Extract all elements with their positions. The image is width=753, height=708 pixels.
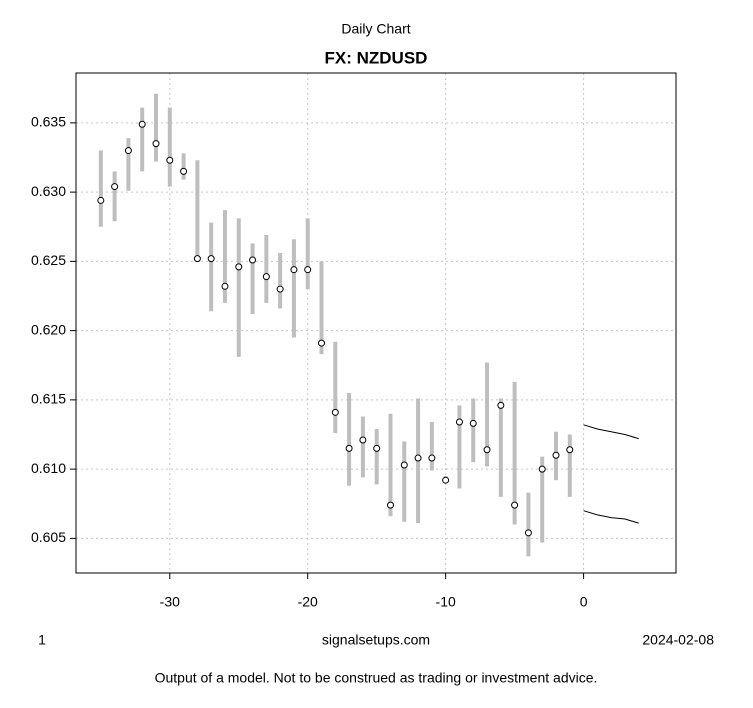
y-tick-label: 0.620: [31, 321, 66, 337]
forecast-lower: [583, 510, 639, 524]
close-point: [318, 339, 326, 347]
close-point: [345, 444, 353, 452]
x-tick-label: -20: [298, 594, 318, 610]
y-tick-label: 0.635: [31, 114, 66, 130]
close-point: [111, 183, 119, 191]
x-tick-label: 0: [580, 594, 588, 610]
close-point: [511, 501, 519, 509]
x-tick-label: -10: [436, 594, 456, 610]
close-point: [538, 465, 546, 473]
footer-left: 1: [38, 632, 46, 648]
close-point: [249, 256, 257, 264]
close-point: [207, 255, 215, 263]
close-point: [331, 408, 339, 416]
y-tick-label: 0.615: [31, 391, 66, 407]
close-point: [524, 529, 532, 537]
forecast-upper: [583, 424, 639, 440]
close-point: [138, 120, 146, 128]
close-point: [180, 167, 188, 175]
close-point: [497, 401, 505, 409]
close-point: [152, 140, 160, 148]
close-point: [235, 263, 243, 271]
close-point: [442, 476, 450, 484]
y-tick-label: 0.625: [31, 252, 66, 268]
close-point: [290, 266, 298, 274]
close-point: [400, 461, 408, 469]
y-tick-label: 0.610: [31, 460, 66, 476]
close-point: [386, 501, 394, 509]
close-point: [552, 451, 560, 459]
footer-note: Output of a model. Not to be construed a…: [155, 670, 598, 686]
x-tick-label: -30: [160, 594, 180, 610]
close-point: [469, 419, 477, 427]
close-point: [262, 273, 270, 281]
plot-frame: [75, 72, 677, 574]
close-point: [359, 436, 367, 444]
footer-right: 2024-02-08: [642, 632, 714, 648]
chart-title: FX: NZDUSD: [325, 48, 428, 67]
chart-subtitle: Daily Chart: [341, 21, 410, 37]
close-point: [304, 266, 312, 274]
close-point: [428, 454, 436, 462]
footer-center: signalsetups.com: [322, 632, 430, 648]
close-point: [276, 285, 284, 293]
close-point: [483, 446, 491, 454]
close-point: [414, 454, 422, 462]
y-tick-label: 0.630: [31, 183, 66, 199]
close-point: [373, 444, 381, 452]
close-point: [566, 446, 574, 454]
y-tick-label: 0.605: [31, 529, 66, 545]
close-point: [221, 282, 229, 290]
close-point: [455, 418, 463, 426]
close-point: [124, 147, 132, 155]
close-point: [193, 255, 201, 263]
close-point: [97, 196, 105, 204]
close-point: [166, 156, 174, 164]
